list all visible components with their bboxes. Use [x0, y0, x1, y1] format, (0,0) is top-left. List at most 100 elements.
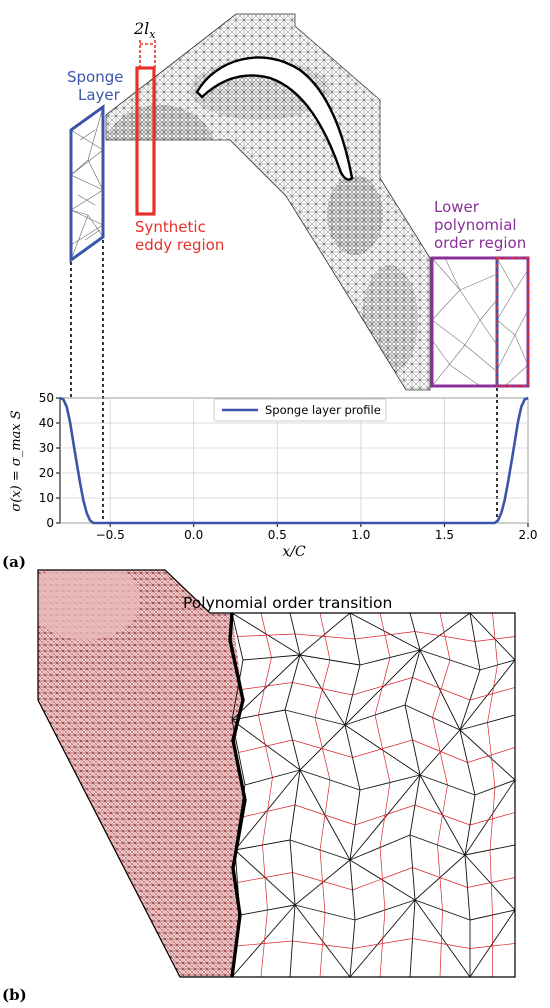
high-order-edge — [324, 636, 356, 640]
high-order-edge — [437, 844, 441, 878]
y-tick-label: 10 — [39, 491, 54, 505]
high-order-edge — [292, 682, 323, 690]
high-order-edge — [439, 751, 448, 786]
high-order-edge — [414, 631, 446, 637]
high-order-edge — [267, 804, 296, 812]
high-order-edge — [494, 638, 498, 666]
mesh-edge — [231, 654, 301, 721]
high-order-edge — [267, 777, 273, 812]
high-order-edge — [382, 938, 413, 944]
x-tick-label: 0.0 — [184, 528, 203, 542]
high-order-edge — [439, 612, 446, 637]
y-axis-label: σ(x) = σ_max S — [9, 410, 24, 511]
mesh-edge — [349, 774, 421, 861]
high-order-edge — [382, 867, 413, 880]
high-order-edge — [354, 634, 386, 640]
high-order-edge — [467, 754, 492, 763]
panel-b-mesh — [37, 569, 516, 978]
high-order-edge — [238, 745, 266, 753]
high-order-edge — [442, 784, 448, 816]
high-order-edge — [384, 782, 391, 816]
high-order-edge — [444, 636, 476, 642]
high-order-edge — [322, 748, 331, 781]
mesh-edge — [459, 729, 515, 781]
high-order-edge — [440, 909, 443, 944]
high-order-edge — [444, 636, 451, 661]
lower-label-line1: Lower — [434, 198, 480, 216]
width-marker — [139, 40, 156, 68]
high-order-edge — [412, 677, 442, 690]
high-order-edge — [379, 847, 383, 879]
mesh-edge — [349, 612, 421, 651]
x-axis-label: x/C — [282, 544, 306, 560]
high-order-edge — [492, 612, 496, 640]
high-order-edge — [440, 659, 451, 689]
mesh-edge — [414, 899, 471, 977]
turbine-blade — [195, 56, 354, 181]
high-order-edge — [412, 938, 442, 944]
y-tick-label: 40 — [39, 416, 54, 430]
high-order-edge — [260, 943, 265, 977]
panel-b-title: Polynomial order transition — [183, 594, 392, 612]
high-order-edge — [432, 717, 441, 752]
high-order-edge — [265, 739, 293, 747]
lower-label-line3: order region — [434, 234, 526, 252]
panel-b-letter: (b) — [2, 986, 27, 1004]
high-order-edge — [469, 693, 493, 701]
high-order-edge — [492, 787, 496, 819]
high-order-edge — [237, 877, 266, 883]
high-order-edge — [412, 867, 441, 878]
high-order-edge — [382, 909, 386, 944]
width-label: 2lx — [133, 19, 156, 41]
high-order-edge — [374, 686, 383, 716]
high-order-edge — [264, 872, 293, 878]
high-order-edge — [292, 739, 323, 750]
high-order-edge — [258, 686, 266, 716]
high-order-edge — [264, 877, 268, 911]
high-order-edge — [374, 714, 383, 749]
high-order-edge — [319, 944, 323, 977]
high-order-edge — [474, 638, 496, 642]
high-order-edge — [439, 943, 442, 977]
high-order-edge — [414, 804, 443, 816]
mesh-edge — [231, 904, 296, 977]
legend: Sponge layer profile — [213, 398, 387, 422]
high-order-edge — [382, 657, 391, 687]
high-order-edge — [294, 804, 326, 816]
high-order-edge — [239, 810, 268, 818]
mesh-edge — [349, 899, 416, 977]
high-order-edge — [264, 682, 293, 687]
high-order-edge — [322, 881, 326, 913]
high-order-edge — [441, 688, 471, 701]
mesh-edge — [299, 612, 351, 656]
high-order-edge — [352, 943, 383, 949]
x-tick-label: 0.5 — [268, 528, 287, 542]
synthetic-eddy-region — [135, 66, 156, 216]
high-order-edge — [489, 849, 492, 883]
high-order-edge — [354, 814, 386, 826]
high-order-edge — [352, 748, 383, 758]
width-label-sub: x — [149, 28, 156, 41]
x-tick-label: −0.5 — [96, 528, 125, 542]
legend-entry: Sponge layer profile — [265, 403, 381, 417]
y-ticks: 0 10 20 30 40 50 — [39, 391, 60, 530]
y-tick-label: 0 — [46, 516, 54, 530]
high-order-edge — [264, 657, 272, 687]
high-order-edge — [487, 722, 492, 756]
high-order-edge — [319, 849, 323, 882]
high-order-edge — [352, 878, 383, 891]
high-order-edge — [437, 814, 443, 846]
high-order-edge — [258, 714, 266, 747]
sponge-label-line1: Sponge — [67, 68, 123, 86]
high-order-edge — [266, 633, 296, 636]
x-ticks: −0.5 0.0 0.5 1.0 1.5 2.0 — [96, 523, 538, 542]
y-tick-label: 50 — [39, 391, 54, 405]
synthetic-label-line2: eddy region — [135, 236, 224, 254]
transition-line — [228, 612, 247, 978]
high-order-edge — [292, 940, 323, 946]
high-order-edge — [384, 804, 416, 816]
high-order-edge — [263, 909, 268, 944]
high-order-edge — [492, 812, 515, 820]
high-order-edge — [322, 880, 353, 891]
